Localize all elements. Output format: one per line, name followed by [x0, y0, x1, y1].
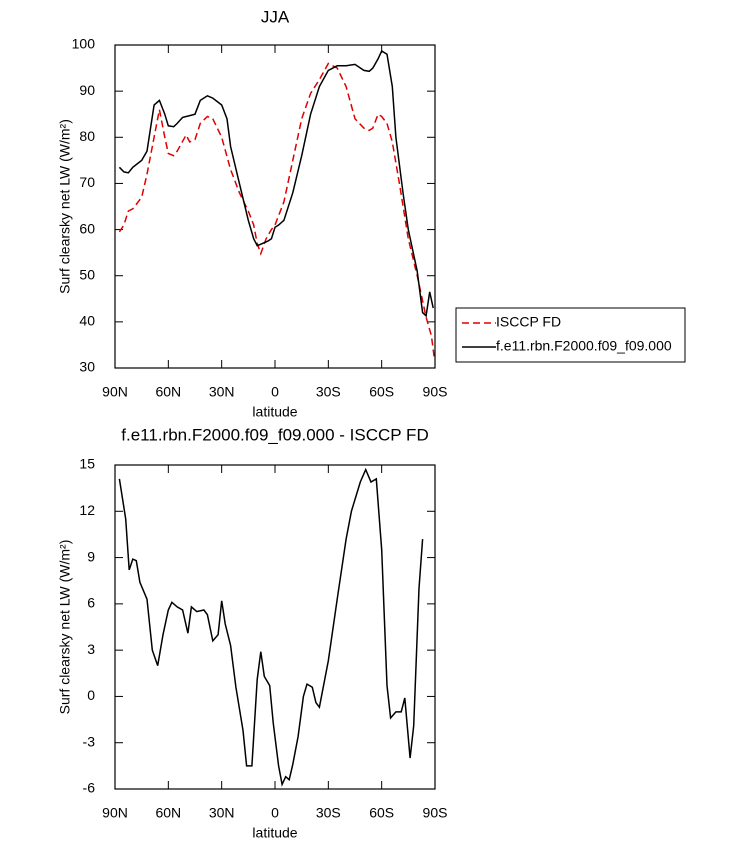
- x-axis-label: latitude: [252, 404, 297, 420]
- x-tick-label: 30S: [316, 384, 341, 400]
- y-tick-label: 0: [87, 687, 95, 703]
- y-tick-label: 90: [79, 82, 95, 98]
- legend-box: [455, 307, 686, 363]
- data-line: [118, 49, 434, 318]
- y-tick-label: 9: [87, 548, 95, 564]
- x-axis-label: latitude: [252, 825, 297, 841]
- chart-title: JJA: [261, 7, 290, 26]
- x-tick-label: 0: [271, 384, 279, 400]
- legend-label: f.e11.rbn.F2000.f09_f09.000: [496, 338, 672, 354]
- y-tick-label: -6: [83, 780, 96, 796]
- y-tick-label: 6: [87, 595, 95, 611]
- legend-label: ISCCP FD: [496, 314, 561, 330]
- y-tick-label: 3: [87, 641, 95, 657]
- x-tick-label: 90S: [423, 384, 448, 400]
- plot-frame: [114, 44, 436, 369]
- data-line: [118, 467, 424, 787]
- y-tick-label: 15: [79, 456, 95, 472]
- y-axis-label: Surf clearsky net LW (W/m²): [57, 119, 73, 294]
- y-tick-label: 70: [79, 174, 95, 190]
- x-tick-label: 90N: [102, 805, 128, 821]
- y-tick-label: -3: [83, 733, 96, 749]
- data-line: [118, 62, 435, 357]
- x-tick-label: 60S: [369, 384, 394, 400]
- x-tick-label: 0: [271, 805, 279, 821]
- x-tick-label: 60N: [155, 384, 181, 400]
- y-tick-label: 60: [79, 220, 95, 236]
- y-tick-label: 100: [72, 36, 96, 52]
- y-tick-label: 50: [79, 266, 95, 282]
- x-tick-label: 30N: [209, 384, 235, 400]
- y-axis-label: Surf clearsky net LW (W/m²): [57, 540, 73, 715]
- plot-frame: [114, 464, 436, 790]
- y-tick-label: 12: [79, 502, 95, 518]
- y-tick-label: 30: [79, 359, 95, 375]
- y-tick-label: 80: [79, 128, 95, 144]
- x-tick-label: 30N: [209, 805, 235, 821]
- x-tick-label: 90S: [423, 805, 448, 821]
- x-tick-label: 60S: [369, 805, 394, 821]
- x-tick-label: 60N: [155, 805, 181, 821]
- y-tick-label: 40: [79, 313, 95, 329]
- chart-title: f.e11.rbn.F2000.f09_f09.000 - ISCCP FD: [121, 425, 428, 444]
- x-tick-label: 90N: [102, 384, 128, 400]
- x-tick-label: 30S: [316, 805, 341, 821]
